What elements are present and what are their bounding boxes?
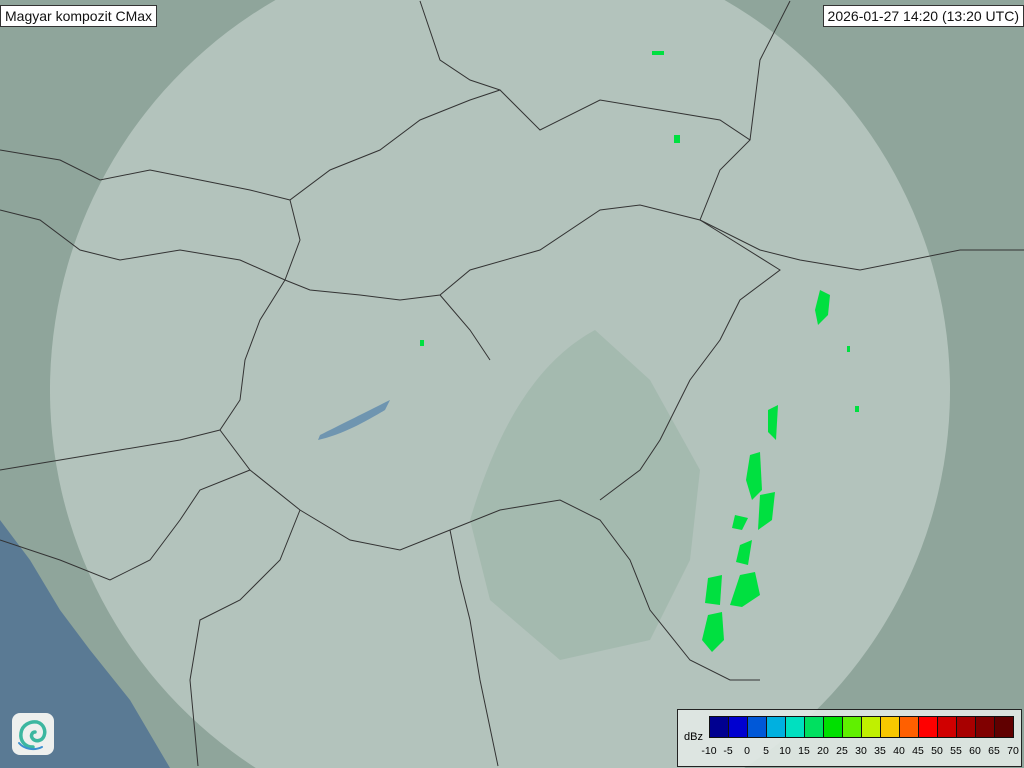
legend-color-cell	[976, 717, 995, 737]
legend-tick-label: 45	[912, 745, 924, 757]
legend-tick-label: 10	[779, 745, 791, 757]
legend-color-cell	[805, 717, 824, 737]
legend-color-cell	[900, 717, 919, 737]
lake-balaton	[318, 400, 390, 440]
legend-color-cell	[729, 717, 748, 737]
legend-tick-label: 70	[1007, 745, 1019, 757]
legend-tick-label: 40	[893, 745, 905, 757]
legend-tick-label: 5	[763, 745, 769, 757]
legend-tick-label: 15	[798, 745, 810, 757]
legend-color-cell	[881, 717, 900, 737]
swirl-logo-icon	[12, 713, 54, 755]
legend-tick-label: 20	[817, 745, 829, 757]
legend-tick-label: 35	[874, 745, 886, 757]
legend-ticks: -10 -5 0 5 10 15 20 25 30 35 40 45 50 55 60 65 70	[698, 744, 1018, 762]
map-title: Magyar kompozit CMax	[0, 5, 158, 27]
radar-coverage-area	[49, 0, 951, 768]
legend-color-cell	[957, 717, 976, 737]
legend-color-cell	[748, 717, 767, 737]
legend-color-cell	[767, 717, 786, 737]
adriatic-sea	[0, 520, 170, 768]
legend-tick-label: 50	[931, 745, 943, 757]
legend-color-cell	[786, 717, 805, 737]
great-plain	[470, 330, 700, 660]
timestamp: 2026-01-27 14:20 (13:20 UTC)	[822, 5, 1024, 27]
legend-tick-label: 55	[950, 745, 962, 757]
legend-tick-label: -5	[723, 745, 733, 757]
legend-color-cell	[995, 717, 1013, 737]
legend-color-cell	[824, 717, 843, 737]
legend-tick-label: 0	[744, 745, 750, 757]
legend-color-cell	[710, 717, 729, 737]
legend-tick-label: 60	[969, 745, 981, 757]
legend-tick-label: 25	[836, 745, 848, 757]
legend-color-cell	[862, 717, 881, 737]
legend-tick-label: 30	[855, 745, 867, 757]
legend-color-cell	[938, 717, 957, 737]
legend-tick-label: 65	[988, 745, 1000, 757]
legend-unit: dBz	[684, 731, 703, 743]
dbz-color-legend: dBz -10 -5 0 5 10 15 20 25 30 35 40 45 50 55 60 65 70	[677, 709, 1022, 767]
legend-color-cell	[919, 717, 938, 737]
legend-tick-label: -10	[701, 745, 717, 757]
legend-color-scale	[709, 716, 1014, 738]
legend-color-cell	[843, 717, 862, 737]
radar-echoes	[420, 51, 859, 652]
